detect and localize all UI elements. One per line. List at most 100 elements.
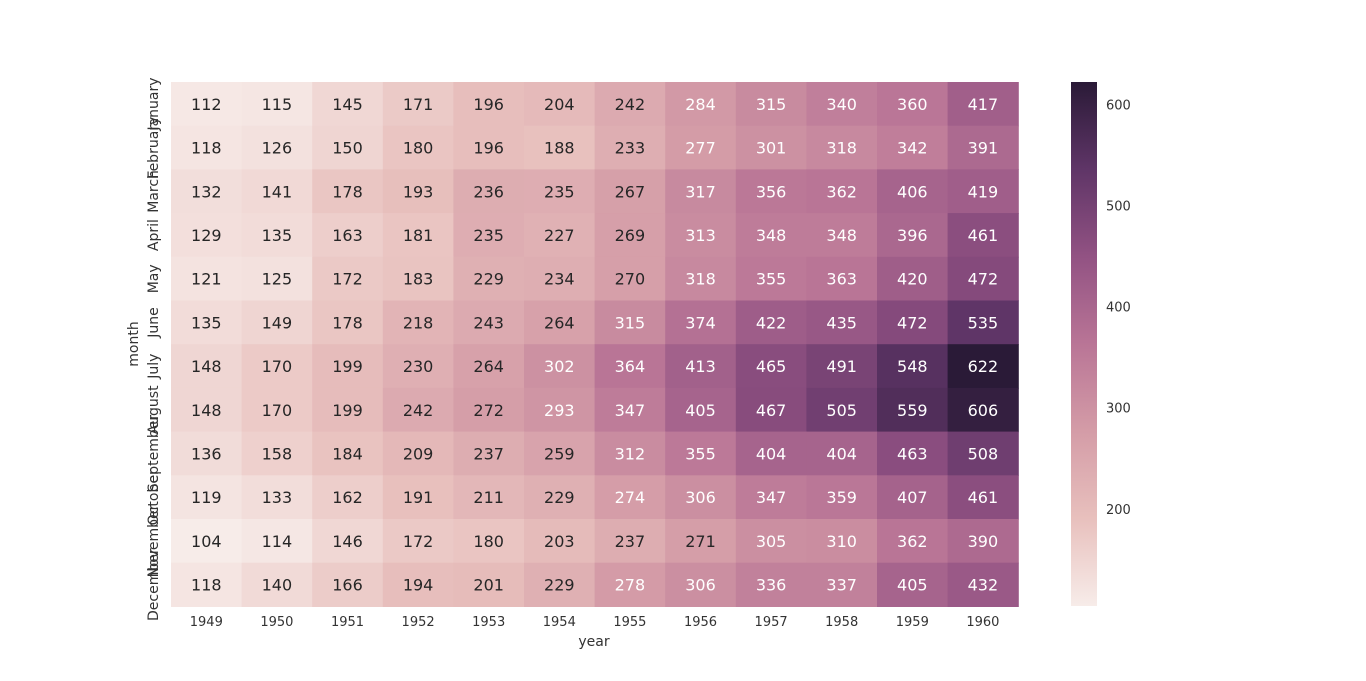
cell-value-label: 559 [897,401,928,420]
y-tick-label: November [146,504,162,577]
x-tick-label: 1954 [543,615,576,630]
heatmap-cell [453,562,525,607]
heatmap-cell [806,519,878,564]
cell-value-label: 467 [756,401,787,420]
cell-value-label: 272 [473,401,504,420]
heatmap-cell [947,169,1019,214]
y-tick-label: February [146,117,162,179]
heatmap-cells: 112 115 145 171 196 204 242 284 315 340 360 417 118 1… [171,82,1019,607]
heatmap-cell [312,431,384,476]
cell-value-label: 432 [968,576,999,595]
heatmap-cell [171,82,243,127]
x-tick-label: 1960 [966,615,999,630]
heatmap-cell [947,519,1019,564]
cell-value-label: 211 [473,488,504,507]
cell-value-label: 374 [685,313,716,332]
cell-value-label: 310 [826,532,857,551]
cell-value-label: 196 [473,95,504,114]
cell-value-label: 242 [403,401,434,420]
cell-value-label: 264 [473,357,504,376]
heatmap-cell [453,344,525,389]
cell-value-label: 158 [262,444,293,463]
heatmap-cell [524,82,596,127]
cell-value-label: 417 [968,95,999,114]
heatmap-cell [594,519,666,564]
cell-value-label: 180 [403,139,434,158]
heatmap-cell [312,344,384,389]
cell-value-label: 133 [262,488,293,507]
x-tick-labels: 1949 1950 1951 1952 1953 1954 1955 1956 1957 1958… [190,615,1000,630]
heatmap-cell [382,256,454,302]
heatmap-cell [171,256,243,302]
heatmap-cell [947,213,1019,258]
heatmap-cell [241,519,313,564]
cell-value-label: 135 [191,313,222,332]
cell-value-label: 435 [826,313,857,332]
heatmap-cell [524,387,596,433]
heatmap-cell [665,125,737,170]
cell-value-label: 196 [473,139,504,158]
cell-value-label: 180 [473,532,504,551]
cell-value-label: 267 [615,182,646,201]
heatmap-cell [877,344,949,389]
heatmap-cell [382,213,454,258]
colorbar-tick-label: 200 [1106,503,1131,518]
heatmap-cell [594,387,666,433]
cell-value-label: 420 [897,270,928,289]
cell-value-label: 465 [756,357,787,376]
heatmap-cell [735,475,807,520]
cell-value-label: 229 [544,488,575,507]
y-tick-label: December [146,548,162,621]
heatmap-cell [806,256,878,302]
heatmap-cell [806,82,878,127]
cell-value-label: 317 [685,182,716,201]
heatmap-cell [947,300,1019,345]
heatmap-cell [171,300,243,345]
x-tick-label: 1953 [472,615,505,630]
cell-value-label: 548 [897,357,928,376]
cell-value-label: 188 [544,139,575,158]
heatmap-cell [382,475,454,520]
heatmap-cell [877,125,949,170]
cell-value-label: 146 [332,532,363,551]
cell-value-label: 115 [262,95,293,114]
cell-value-label: 149 [262,313,293,332]
heatmap-cell [806,344,878,389]
heatmap-cell [877,256,949,302]
heatmap-cell [453,82,525,127]
heatmap-cell [171,344,243,389]
heatmap-cell [947,431,1019,476]
cell-value-label: 347 [756,488,787,507]
cell-value-label: 306 [685,576,716,595]
heatmap-cell [806,300,878,345]
heatmap-cell [594,475,666,520]
heatmap-cell [453,387,525,433]
heatmap-cell [524,344,596,389]
heatmap-cell [665,475,737,520]
cell-value-label: 181 [403,226,434,245]
cell-value-label: 271 [685,532,716,551]
cell-value-label: 172 [403,532,434,551]
cell-value-label: 406 [897,182,928,201]
heatmap-cell [382,519,454,564]
cell-value-label: 472 [897,313,928,332]
cell-value-label: 313 [685,226,716,245]
cell-value-label: 203 [544,532,575,551]
cell-value-label: 508 [968,444,999,463]
cell-value-label: 243 [473,313,504,332]
heatmap-cell [171,169,243,214]
heatmap-cell [806,387,878,433]
heatmap-cell [735,562,807,607]
cell-value-label: 259 [544,444,575,463]
cell-value-label: 136 [191,444,222,463]
cell-value-label: 178 [332,182,363,201]
cell-value-label: 348 [756,226,787,245]
cell-value-label: 171 [403,95,434,114]
x-tick-label: 1959 [896,615,929,630]
heatmap-cell [382,82,454,127]
heatmap-cell [382,169,454,214]
y-tick-label: March [146,170,162,213]
cell-value-label: 422 [756,313,787,332]
cell-value-label: 178 [332,313,363,332]
heatmap-cell [735,344,807,389]
